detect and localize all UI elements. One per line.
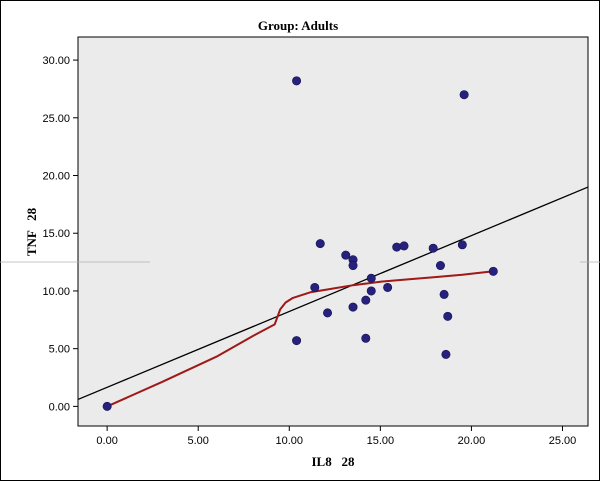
data-point (323, 308, 333, 318)
x-axis-label: IL8 28 (312, 454, 355, 469)
x-tick-label: 20.00 (458, 435, 486, 447)
data-point (361, 295, 371, 305)
data-point (428, 243, 438, 253)
y-axis: 0.00 5.00 10.00 15.00 20.00 25.00 30.00 (42, 55, 78, 413)
x-axis: 0.00 5.00 10.00 15.00 20.00 25.00 (96, 426, 576, 447)
data-point (292, 76, 302, 86)
y-tick-label: 10.00 (42, 286, 70, 298)
data-point (292, 336, 302, 346)
data-point (439, 289, 449, 299)
x-tick-label: 0.00 (96, 435, 117, 447)
y-tick-label: 15.00 (42, 228, 70, 240)
loess-curve (106, 270, 494, 408)
x-tick-label: 25.00 (549, 435, 577, 447)
y-tick-label: 20.00 (42, 171, 70, 183)
data-point (457, 240, 467, 250)
data-series (77, 76, 589, 411)
data-point (435, 261, 445, 271)
data-point (399, 241, 409, 251)
y-tick-label: 5.00 (49, 344, 70, 356)
y-tick-label: 0.00 (49, 401, 70, 413)
data-point (348, 302, 358, 312)
y-tick-label: 25.00 (42, 113, 70, 125)
data-point (459, 90, 469, 100)
data-point (383, 282, 393, 292)
data-point (310, 282, 320, 292)
x-tick-label: 10.00 (276, 435, 304, 447)
data-point (443, 311, 453, 321)
data-point (315, 239, 325, 249)
data-point (348, 261, 358, 271)
plot-area (77, 36, 589, 427)
linear-fit-line (77, 186, 589, 401)
data-point (441, 349, 451, 359)
data-point (366, 273, 376, 283)
data-point (341, 250, 351, 260)
data-point (102, 401, 112, 411)
y-tick-label: 30.00 (42, 55, 70, 67)
data-point (488, 266, 498, 276)
data-point (366, 286, 376, 296)
chart-title: Group: Adults (258, 18, 338, 33)
data-point (361, 333, 371, 343)
y-axis-label: TNF 28 (24, 207, 39, 256)
x-tick-label: 5.00 (188, 435, 209, 447)
x-tick-label: 15.00 (367, 435, 395, 447)
